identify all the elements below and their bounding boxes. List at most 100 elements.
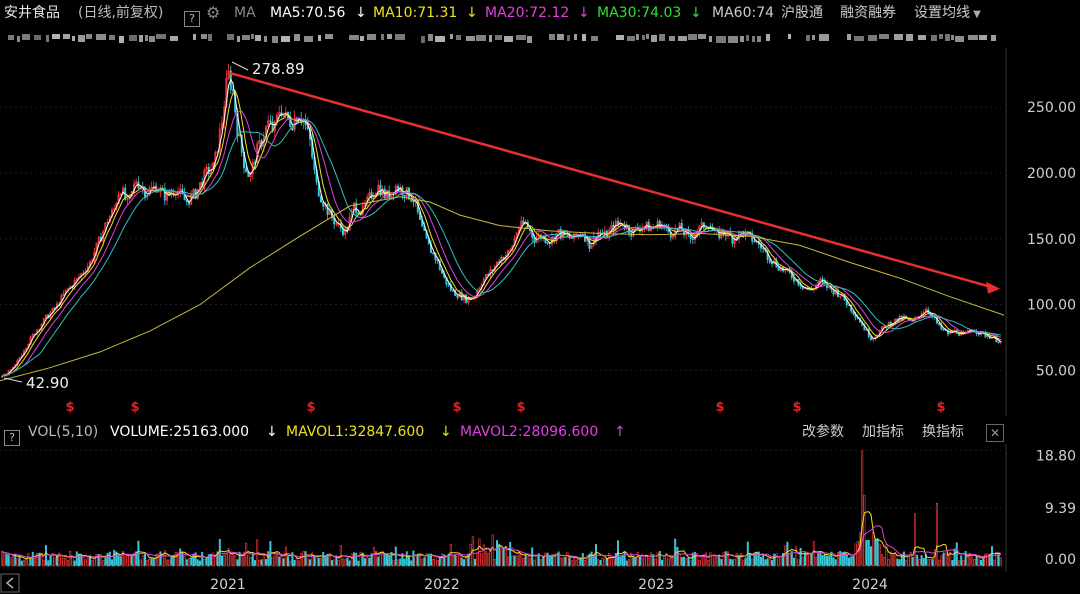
candle-body — [267, 120, 270, 128]
volume-bar — [916, 554, 919, 567]
dividend-marker[interactable]: $ — [452, 400, 461, 415]
gear-icon[interactable]: ⚙ — [206, 3, 221, 22]
hgt-button[interactable]: 沪股通 — [781, 5, 823, 21]
volume-bar — [264, 559, 267, 567]
dividend-marker[interactable]: $ — [65, 400, 74, 415]
volume-bar — [625, 560, 628, 567]
strip-mark — [651, 35, 657, 42]
volume-bar — [22, 559, 25, 567]
candle-body — [135, 181, 138, 185]
volume-bar — [724, 551, 727, 567]
dividend-marker[interactable]: $ — [130, 400, 139, 415]
volume-bar — [641, 554, 644, 567]
trend-line[interactable] — [229, 71, 995, 289]
volume-bar — [55, 555, 58, 567]
volume-bar — [445, 555, 448, 567]
volume-bar — [407, 556, 410, 567]
volume-bar — [122, 551, 125, 567]
add-indicator-button[interactable]: 加指标 — [862, 424, 904, 440]
dividend-marker[interactable]: $ — [516, 400, 525, 415]
volume-bar — [286, 556, 289, 567]
volume-bar — [676, 546, 679, 567]
dividend-marker[interactable]: $ — [792, 400, 801, 415]
volume-bar — [104, 557, 107, 567]
vol-help-button[interactable]: ? — [4, 425, 20, 449]
volume-value: VOLUME:25163.000 — [110, 424, 250, 440]
volume-bar — [907, 554, 910, 567]
volume-bar — [102, 560, 105, 567]
volume-bar — [691, 552, 694, 567]
volume-bar — [368, 557, 371, 567]
volume-bar — [621, 555, 624, 567]
ma30-line — [1, 119, 1001, 377]
volume-bar — [517, 551, 520, 567]
volume-bar — [159, 551, 162, 567]
dividend-marker[interactable]: $ — [715, 400, 724, 415]
help-button[interactable]: ? — [184, 5, 200, 31]
strip-mark — [428, 34, 433, 41]
strip-mark — [931, 35, 937, 41]
volume-bar — [317, 557, 320, 567]
volume-chart[interactable]: 18.80 9.39 0.00 — [0, 444, 1080, 572]
volume-bar — [93, 557, 96, 567]
strip-mark — [918, 35, 926, 40]
candle-body — [370, 192, 373, 199]
volume-bar — [863, 494, 866, 567]
volume-bar — [311, 552, 314, 567]
adjust-mode[interactable]: (日线,前复权) — [78, 5, 164, 21]
volume-bar — [982, 557, 985, 567]
ma-settings-button[interactable]: 设置均线 ▼ — [914, 0, 981, 28]
high-price-label: 278.89 — [252, 60, 305, 78]
volume-bar — [280, 556, 283, 567]
volume-bar — [0, 551, 3, 567]
volume-bar — [111, 559, 114, 567]
candle-body — [590, 244, 593, 249]
volume-bar — [319, 558, 322, 567]
volume-bar — [931, 559, 934, 567]
volume-bar — [487, 552, 490, 567]
volume-bar — [60, 555, 63, 567]
close-icon[interactable]: ✕ — [986, 424, 1004, 442]
volume-bar — [814, 556, 817, 567]
strip-mark — [129, 35, 137, 41]
volume-bar — [348, 560, 351, 567]
strip-mark — [349, 35, 359, 40]
volume-bar — [20, 560, 23, 567]
strip-mark — [616, 35, 624, 40]
candle-body — [269, 120, 272, 123]
volume-bar — [561, 557, 564, 567]
dividend-marker[interactable]: $ — [936, 400, 945, 415]
volume-bar — [36, 552, 39, 567]
chevron-left-icon[interactable] — [0, 573, 20, 593]
volume-bar — [40, 553, 43, 567]
candle-body — [368, 192, 371, 198]
volume-bar — [394, 546, 397, 567]
volume-bar — [337, 559, 340, 567]
volume-bar — [669, 558, 672, 567]
candle-body — [770, 262, 773, 264]
volume-bar — [73, 560, 76, 567]
switch-indicator-button[interactable]: 换指标 — [922, 424, 964, 440]
volume-bar — [458, 555, 461, 567]
volume-bar — [808, 554, 811, 567]
dividend-marker[interactable]: $ — [306, 400, 315, 415]
volume-bar — [986, 553, 989, 567]
candle-body — [205, 166, 208, 171]
volume-bar — [355, 552, 358, 567]
volume-bar — [396, 559, 399, 567]
margin-button[interactable]: 融资融券 — [840, 5, 896, 21]
volume-bar — [341, 558, 344, 567]
volume-bar — [891, 555, 894, 567]
volume-bar — [979, 559, 982, 567]
volume-bar — [330, 560, 333, 567]
volume-bar — [955, 542, 958, 567]
volume-bar — [141, 555, 144, 567]
volume-bar — [297, 560, 300, 567]
change-params-button[interactable]: 改参数 — [802, 424, 844, 440]
volume-bar — [291, 552, 294, 567]
candle-body — [403, 194, 406, 198]
volume-bar — [535, 555, 538, 567]
volume-bar — [289, 560, 292, 567]
volume-bar — [839, 551, 842, 567]
price-chart[interactable]: $ $ $ $ $ $ $ $ 250.00 200.00 150.00 100.00 50.00 2… — [0, 48, 1080, 416]
